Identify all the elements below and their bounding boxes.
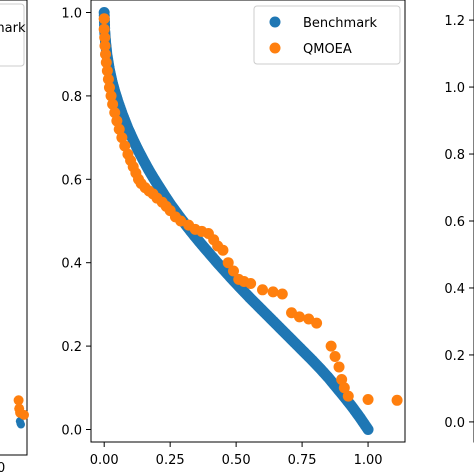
qmoea-point	[245, 278, 257, 290]
right-y-tick-label: 0.2	[444, 349, 465, 364]
main-plot-frame	[90, 0, 406, 443]
right-panel: 0.0 0.2 0.4 0.6 0.8 1.0 1.2	[444, 0, 474, 443]
y-tick-label: 0.0	[61, 423, 82, 438]
left-xtick-fragment: 0	[0, 461, 5, 474]
qmoea-point	[111, 115, 123, 127]
benchmark-point	[362, 423, 374, 435]
left-legend-box	[0, 3, 25, 67]
left-benchmark-point	[17, 420, 25, 429]
left-points	[13, 395, 29, 429]
left-qmoea-point	[19, 409, 29, 420]
qmoea-point	[116, 132, 128, 144]
qmoea-point	[362, 393, 374, 405]
x-tick-label: 0.00	[90, 453, 119, 468]
qmoea-point	[100, 48, 112, 60]
y-tick-label: 0.8	[61, 90, 82, 105]
qmoea-point	[113, 123, 125, 135]
qmoea-point	[336, 373, 348, 385]
qmoea-point	[99, 32, 111, 44]
qmoea-point	[267, 286, 279, 298]
qmoea-point	[293, 311, 305, 323]
left-panel: mark 0	[0, 0, 29, 474]
legend-box	[253, 5, 401, 65]
qmoea-point	[222, 257, 234, 269]
y-tick-label: 1.0	[61, 7, 82, 22]
legend-label-benchmark: Benchmark	[303, 16, 378, 31]
main-x-axis: 0.00 0.25 0.50 0.75 1.00	[90, 442, 383, 468]
main-chart: 0.00.20.40.60.81.0 0.00 0.25 0.50 0.75 1.00 …	[61, 0, 406, 468]
qmoea-point	[109, 107, 121, 119]
qmoea-point	[342, 390, 354, 402]
y-tick-label: 0.4	[61, 257, 82, 272]
right-y-tick-label: 0.4	[444, 282, 465, 297]
main-y-axis: 0.0 0.2 0.4 0.6 0.8 1.0	[61, 7, 91, 438]
qmoea-point	[105, 90, 117, 102]
legend-label-qmoea: QMOEA	[303, 42, 352, 57]
legend-marker-benchmark	[269, 16, 281, 28]
qmoea-point	[98, 13, 110, 25]
right-y-axis: 0.0 0.2 0.4 0.6 0.8 1.0 1.2	[444, 14, 474, 431]
right-y-tick-label: 1.0	[444, 81, 465, 96]
qmoea-point	[333, 361, 345, 373]
left-legend-fragment: mark	[0, 21, 26, 36]
qmoea-point	[99, 40, 111, 52]
qmoea-point	[257, 284, 269, 296]
right-y-tick-label: 0.0	[444, 416, 465, 431]
qmoea-point	[107, 98, 119, 110]
qmoea-point	[217, 244, 229, 256]
qmoea-point	[329, 351, 341, 363]
y-tick-label: 0.6	[61, 173, 82, 188]
x-tick-label: 1.00	[354, 453, 383, 468]
qmoea-point	[391, 394, 403, 406]
qmoea-point	[100, 57, 112, 69]
qmoea-point	[119, 140, 131, 152]
right-y-tick-label: 0.8	[444, 148, 465, 163]
qmoea-point	[103, 82, 115, 94]
qmoea-point	[276, 288, 288, 300]
qmoea-point	[98, 23, 110, 35]
right-y-tick-label: 1.2	[444, 14, 465, 29]
x-tick-label: 0.75	[288, 453, 317, 468]
x-tick-label: 0.25	[156, 453, 185, 468]
left-panel-frame	[0, 0, 28, 456]
qmoea-point	[338, 382, 350, 394]
main-legend: Benchmark QMOEA	[253, 5, 401, 65]
x-tick-label: 0.50	[222, 453, 251, 468]
qmoea-point	[102, 73, 114, 85]
qmoea-point	[101, 65, 113, 77]
legend-marker-qmoea	[269, 42, 281, 54]
right-y-tick-label: 0.6	[444, 215, 465, 230]
qmoea-point	[325, 340, 337, 352]
qmoea-point	[311, 317, 323, 329]
left-qmoea-point	[13, 395, 24, 406]
main-series-layer	[98, 7, 403, 435]
y-tick-label: 0.2	[61, 340, 82, 355]
qmoea-point	[227, 265, 239, 277]
